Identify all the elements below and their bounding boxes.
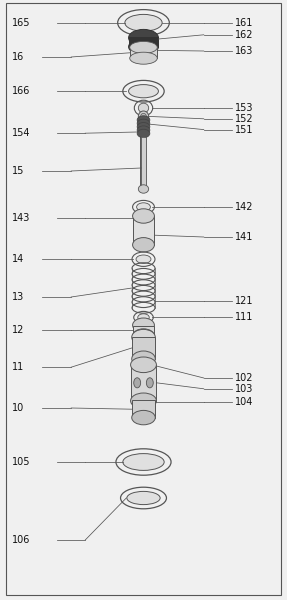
Text: 16: 16 [11, 52, 24, 62]
Ellipse shape [129, 39, 158, 55]
Ellipse shape [137, 116, 150, 124]
FancyBboxPatch shape [131, 365, 156, 401]
Text: 13: 13 [11, 292, 24, 302]
Ellipse shape [137, 119, 150, 128]
Text: 105: 105 [11, 457, 30, 467]
Text: 166: 166 [11, 86, 30, 96]
Ellipse shape [130, 52, 157, 64]
Ellipse shape [136, 255, 151, 263]
FancyBboxPatch shape [133, 326, 154, 337]
Ellipse shape [133, 238, 154, 252]
Ellipse shape [132, 410, 155, 425]
FancyBboxPatch shape [141, 137, 146, 189]
Ellipse shape [132, 351, 155, 367]
FancyBboxPatch shape [133, 216, 154, 245]
Text: 142: 142 [235, 202, 254, 212]
Ellipse shape [137, 122, 150, 131]
Ellipse shape [131, 393, 156, 409]
Ellipse shape [138, 314, 149, 321]
Text: 121: 121 [235, 296, 254, 306]
Text: 151: 151 [235, 125, 254, 134]
Text: 162: 162 [235, 30, 254, 40]
Text: 11: 11 [11, 362, 24, 372]
Ellipse shape [127, 491, 160, 505]
Ellipse shape [131, 357, 156, 373]
Ellipse shape [138, 103, 149, 113]
Ellipse shape [125, 14, 162, 31]
Text: 165: 165 [11, 18, 30, 28]
FancyBboxPatch shape [130, 47, 157, 58]
Ellipse shape [137, 203, 150, 211]
Text: 10: 10 [11, 403, 24, 413]
Ellipse shape [129, 85, 158, 98]
Ellipse shape [138, 185, 149, 193]
Text: 152: 152 [235, 114, 254, 124]
Text: 111: 111 [235, 313, 254, 322]
Text: 104: 104 [235, 397, 254, 407]
Text: 141: 141 [235, 232, 254, 242]
Ellipse shape [146, 378, 153, 388]
Text: 14: 14 [11, 254, 24, 264]
Ellipse shape [133, 318, 154, 332]
FancyBboxPatch shape [132, 337, 155, 359]
Ellipse shape [132, 329, 155, 345]
Text: 161: 161 [235, 18, 254, 28]
Ellipse shape [133, 329, 154, 343]
Ellipse shape [141, 113, 146, 119]
Ellipse shape [134, 378, 141, 388]
Ellipse shape [138, 111, 149, 122]
FancyBboxPatch shape [129, 37, 158, 47]
Ellipse shape [129, 29, 158, 46]
Text: 103: 103 [235, 384, 254, 394]
Text: 12: 12 [11, 325, 24, 335]
Ellipse shape [130, 41, 157, 53]
Text: 15: 15 [11, 166, 24, 176]
Text: 102: 102 [235, 373, 254, 383]
Text: 106: 106 [11, 535, 30, 545]
Text: 143: 143 [11, 214, 30, 223]
Text: 154: 154 [11, 128, 30, 138]
Ellipse shape [123, 454, 164, 470]
Ellipse shape [137, 129, 150, 137]
Text: 163: 163 [235, 46, 254, 56]
Text: 153: 153 [235, 103, 254, 113]
Ellipse shape [133, 209, 154, 223]
Ellipse shape [137, 126, 150, 134]
FancyBboxPatch shape [132, 400, 155, 418]
